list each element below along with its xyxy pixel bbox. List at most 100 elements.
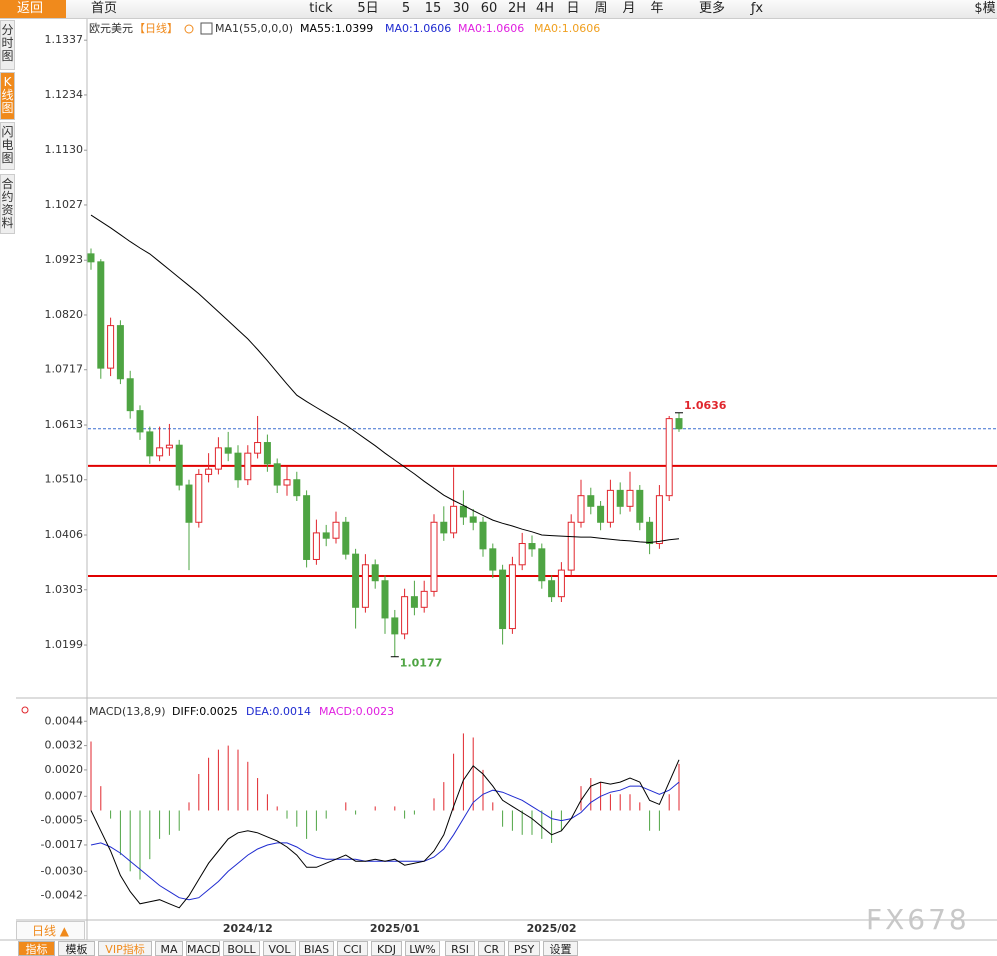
- candle-body: [577, 495, 585, 523]
- candle-body: [116, 325, 124, 380]
- toolbar-button[interactable]: 更多: [698, 1, 726, 16]
- side-tab[interactable]: 合约资料: [0, 174, 15, 234]
- candle-body: [126, 378, 134, 412]
- candle-body: [156, 447, 164, 457]
- candle-body: [675, 418, 683, 430]
- toolbar-button[interactable]: 年: [650, 1, 664, 16]
- candle-body: [332, 521, 340, 539]
- y-tick-label: 1.0199: [45, 638, 84, 651]
- toolbar-button[interactable]: 15: [424, 1, 442, 16]
- candle-body: [518, 543, 526, 566]
- bottom-tab[interactable]: RSI: [445, 941, 475, 956]
- settings-icon: [21, 706, 29, 714]
- y-tick-label: 1.0303: [45, 583, 84, 596]
- candle-body: [303, 495, 311, 560]
- y-tick-label: 0.0032: [45, 739, 84, 752]
- candle-body: [283, 479, 291, 486]
- toolbar-button[interactable]: 首页: [90, 1, 118, 16]
- toolbar-button[interactable]: ƒx: [750, 1, 764, 16]
- candle-body: [616, 489, 624, 507]
- bottom-tab[interactable]: 指标: [18, 941, 55, 956]
- side-tab[interactable]: 分时图: [0, 20, 15, 70]
- ma0-legend: MA0:1.0606: [534, 22, 600, 35]
- bottom-tab[interactable]: CR: [478, 941, 505, 956]
- ma-line: [90, 214, 680, 544]
- diff-legend: DIFF:0.0025: [172, 705, 238, 718]
- y-tick-label: -0.0030: [41, 864, 83, 877]
- toolbar-button[interactable]: 5日: [357, 1, 379, 16]
- candle-body: [655, 495, 663, 545]
- candle-body: [214, 447, 222, 470]
- candle-body: [587, 495, 595, 507]
- y-tick-label: 1.1027: [45, 198, 84, 211]
- ma-legend: MA55:1.0399: [300, 22, 373, 35]
- bottom-tab[interactable]: BIAS: [299, 941, 334, 956]
- toolbar-button[interactable]: 60: [480, 1, 498, 16]
- y-tick-label: -0.0005: [41, 814, 83, 827]
- bottom-tab[interactable]: CCI: [337, 941, 368, 956]
- bottom-tab[interactable]: 模板: [58, 941, 95, 956]
- candle-body: [205, 468, 213, 475]
- candle-body: [185, 484, 193, 523]
- candle-body: [626, 489, 634, 507]
- y-tick-label: -0.0042: [41, 889, 83, 902]
- candle-body: [606, 489, 614, 523]
- candle-body: [597, 505, 605, 523]
- bottom-tab[interactable]: MACD: [186, 941, 220, 956]
- toolbar-button[interactable]: 2H: [507, 1, 527, 16]
- candle-body: [342, 521, 350, 555]
- toolbar-button[interactable]: 5: [401, 1, 411, 16]
- period-button[interactable]: 日线 ▲: [16, 921, 85, 940]
- candle-body: [646, 521, 654, 545]
- candle-body: [97, 261, 105, 369]
- candle-body: [430, 521, 438, 592]
- candle-body: [401, 596, 409, 635]
- toolbar: [0, 0, 997, 19]
- toolbar-button[interactable]: 返回: [16, 1, 44, 16]
- back-button-bg: [0, 0, 66, 18]
- candle-body: [528, 543, 536, 550]
- toolbar-button[interactable]: tick: [309, 1, 333, 16]
- toolbar-button[interactable]: 月: [622, 1, 636, 16]
- toolbar-button[interactable]: 4H: [535, 1, 555, 16]
- bottom-tab[interactable]: MA: [155, 941, 183, 956]
- toolbar-button[interactable]: 周: [594, 1, 608, 16]
- y-tick-label: 1.0820: [45, 308, 84, 321]
- y-tick-label: 1.1130: [45, 143, 84, 156]
- y-tick-label: 1.0406: [45, 528, 84, 541]
- candle-body: [273, 463, 281, 486]
- candle-body: [479, 521, 487, 550]
- toolbar-button[interactable]: $模: [974, 1, 996, 16]
- bottom-tab[interactable]: BOLL: [223, 941, 260, 956]
- side-tab[interactable]: 闪电图: [0, 122, 15, 170]
- candle-body: [548, 580, 556, 598]
- y-tick-label: 1.0613: [45, 418, 84, 431]
- bottom-tab[interactable]: LW%: [405, 941, 440, 956]
- candle-body: [410, 596, 418, 608]
- candle-body: [234, 452, 242, 481]
- high-label: 1.0636: [684, 399, 727, 412]
- bottom-tab[interactable]: VIP指标: [98, 941, 152, 956]
- candle-body: [391, 617, 399, 635]
- bottom-tab[interactable]: VOL: [263, 941, 296, 956]
- toolbar-button[interactable]: 日: [566, 1, 580, 16]
- ma0-legend: MA0:1.0606: [385, 22, 451, 35]
- candle-body: [244, 452, 252, 481]
- side-tab[interactable]: K线图: [0, 72, 15, 120]
- y-tick-label: -0.0017: [41, 838, 83, 851]
- candle-body: [293, 479, 301, 497]
- candle-body: [450, 505, 458, 534]
- bottom-tab[interactable]: KDJ: [371, 941, 402, 956]
- candle-body: [224, 447, 232, 454]
- y-tick-label: 0.0020: [45, 763, 84, 776]
- y-tick-label: 1.1234: [45, 88, 84, 101]
- ma0-legend: MA0:1.0606: [458, 22, 524, 35]
- candle-body: [165, 444, 173, 449]
- toolbar-button[interactable]: 30: [452, 1, 470, 16]
- dea-legend: DEA:0.0014: [246, 705, 311, 718]
- bottom-tab[interactable]: PSY: [508, 941, 540, 956]
- macd-title: MACD(13,8,9): [89, 705, 166, 718]
- candle-body: [567, 521, 575, 571]
- bottom-tab[interactable]: 设置: [543, 941, 578, 956]
